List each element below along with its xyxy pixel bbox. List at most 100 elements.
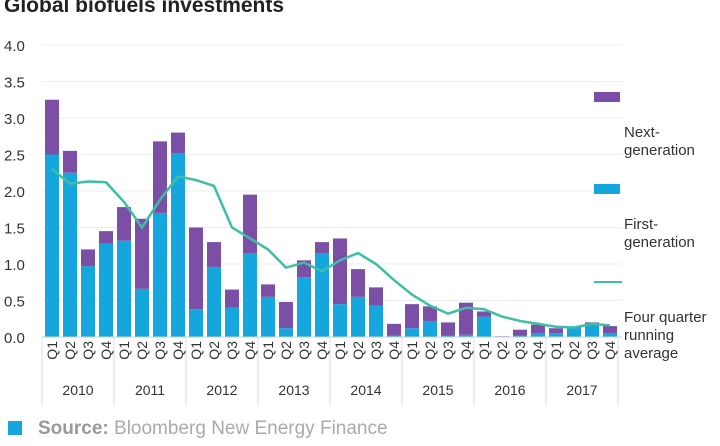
x-tick-year: 2015 bbox=[422, 382, 453, 398]
bar-first-generation bbox=[531, 333, 545, 337]
bar-next-generation bbox=[369, 287, 383, 306]
x-tick-quarter: Q1 bbox=[332, 341, 348, 360]
legend-label: Four quarter running average bbox=[624, 309, 707, 362]
x-tick-quarter: Q3 bbox=[368, 341, 384, 360]
bar-first-generation bbox=[99, 243, 113, 337]
bar-next-generation bbox=[405, 304, 419, 329]
x-tick-quarter: Q1 bbox=[548, 341, 564, 360]
bar-next-generation bbox=[207, 242, 221, 267]
x-tick-quarter: Q2 bbox=[278, 341, 294, 360]
bar-next-generation bbox=[603, 326, 617, 334]
x-tick-quarter: Q4 bbox=[458, 341, 474, 360]
bar-next-generation bbox=[45, 99, 59, 155]
legend-next-generation: Next- generation bbox=[594, 88, 695, 160]
legend-label: Next- generation bbox=[624, 124, 695, 159]
x-tick-quarter: Q3 bbox=[80, 341, 96, 360]
bar-first-generation bbox=[567, 328, 581, 337]
x-tick-quarter: Q4 bbox=[386, 341, 402, 360]
bar-first-generation bbox=[351, 296, 365, 337]
bar-next-generation bbox=[279, 301, 293, 329]
bar-next-generation bbox=[531, 324, 545, 334]
bar-next-generation bbox=[315, 242, 329, 254]
x-tick-year: 2014 bbox=[350, 382, 381, 398]
legend-first-generation: First- generation bbox=[594, 180, 695, 252]
bar-first-generation bbox=[63, 172, 77, 337]
x-tick-year: 2012 bbox=[206, 382, 237, 398]
bar-first-generation bbox=[423, 320, 437, 337]
y-tick-label: 3.0 bbox=[4, 111, 25, 128]
legend-swatch-first bbox=[594, 184, 620, 194]
bar-next-generation bbox=[459, 302, 473, 335]
x-tick-quarter: Q1 bbox=[404, 341, 420, 360]
bar-next-generation bbox=[513, 329, 527, 336]
x-tick-quarter: Q3 bbox=[440, 341, 456, 360]
chart-title: Global biofuels investments bbox=[4, 0, 285, 17]
bar-first-generation bbox=[315, 253, 329, 337]
x-tick-quarter: Q2 bbox=[134, 341, 150, 360]
x-tick-quarter: Q4 bbox=[530, 341, 546, 360]
line-running-average bbox=[51, 168, 611, 329]
bar-first-generation bbox=[441, 335, 455, 337]
bar-first-generation bbox=[333, 304, 347, 337]
bar-first-generation bbox=[405, 328, 419, 337]
x-tick-quarter: Q3 bbox=[584, 341, 600, 360]
bar-next-generation bbox=[333, 238, 347, 305]
x-tick-year: 2011 bbox=[135, 382, 165, 398]
bar-next-generation bbox=[477, 311, 491, 317]
bar-first-generation bbox=[117, 240, 131, 337]
bar-first-generation bbox=[477, 316, 491, 337]
x-tick-quarter: Q3 bbox=[296, 341, 312, 360]
bar-first-generation bbox=[135, 288, 149, 337]
bar-next-generation bbox=[351, 269, 365, 297]
bar-first-generation bbox=[261, 296, 275, 337]
bar-first-generation bbox=[171, 153, 185, 337]
y-tick-label: 4.0 bbox=[4, 38, 25, 55]
legend-label: First- generation bbox=[624, 216, 695, 251]
bar-first-generation bbox=[513, 335, 527, 337]
bar-first-generation bbox=[369, 305, 383, 337]
bar-first-generation bbox=[45, 154, 59, 337]
bar-first-generation bbox=[81, 266, 95, 337]
bar-next-generation bbox=[423, 306, 437, 321]
legend-running-average: Four quarter running average bbox=[594, 273, 707, 363]
x-tick-year: 2017 bbox=[566, 382, 597, 398]
y-tick-label: 1.5 bbox=[4, 221, 25, 238]
x-tick-quarter: Q4 bbox=[314, 341, 330, 360]
x-tick-year: 2010 bbox=[62, 382, 93, 398]
x-tick-quarter: Q2 bbox=[62, 341, 78, 360]
x-tick-quarter: Q1 bbox=[260, 341, 276, 360]
bar-first-generation bbox=[189, 309, 203, 337]
x-tick-quarter: Q4 bbox=[98, 341, 114, 360]
x-tick-quarter: Q2 bbox=[350, 341, 366, 360]
x-tick-quarter: Q1 bbox=[116, 341, 132, 360]
bar-next-generation bbox=[63, 150, 77, 173]
bar-next-generation bbox=[135, 218, 149, 289]
bar-next-generation bbox=[243, 194, 257, 254]
bar-first-generation bbox=[603, 333, 617, 337]
bar-first-generation bbox=[297, 277, 311, 337]
bar-next-generation bbox=[549, 328, 563, 334]
bar-first-generation bbox=[387, 335, 401, 337]
x-tick-quarter: Q4 bbox=[170, 341, 186, 360]
bar-first-generation bbox=[243, 253, 257, 337]
x-tick-quarter: Q3 bbox=[152, 341, 168, 360]
source-label: Source: bbox=[38, 418, 109, 439]
bar-next-generation bbox=[171, 132, 185, 154]
y-tick-label: 0.0 bbox=[4, 330, 25, 347]
bar-next-generation bbox=[117, 207, 131, 241]
bar-next-generation bbox=[261, 284, 275, 297]
bar-next-generation bbox=[387, 323, 401, 336]
y-tick-label: 0.5 bbox=[4, 294, 25, 311]
x-tick-quarter: Q2 bbox=[494, 341, 510, 360]
bar-next-generation bbox=[153, 141, 167, 213]
x-tick-quarter: Q3 bbox=[224, 341, 240, 360]
bar-next-generation bbox=[189, 227, 203, 310]
x-tick-quarter: Q3 bbox=[512, 341, 528, 360]
bar-next-generation bbox=[225, 289, 239, 308]
x-tick-quarter: Q4 bbox=[602, 341, 618, 360]
x-tick-quarter: Q2 bbox=[206, 341, 222, 360]
bar-first-generation bbox=[153, 212, 167, 337]
bar-next-generation bbox=[81, 249, 95, 267]
x-tick-year: 2016 bbox=[494, 382, 525, 398]
